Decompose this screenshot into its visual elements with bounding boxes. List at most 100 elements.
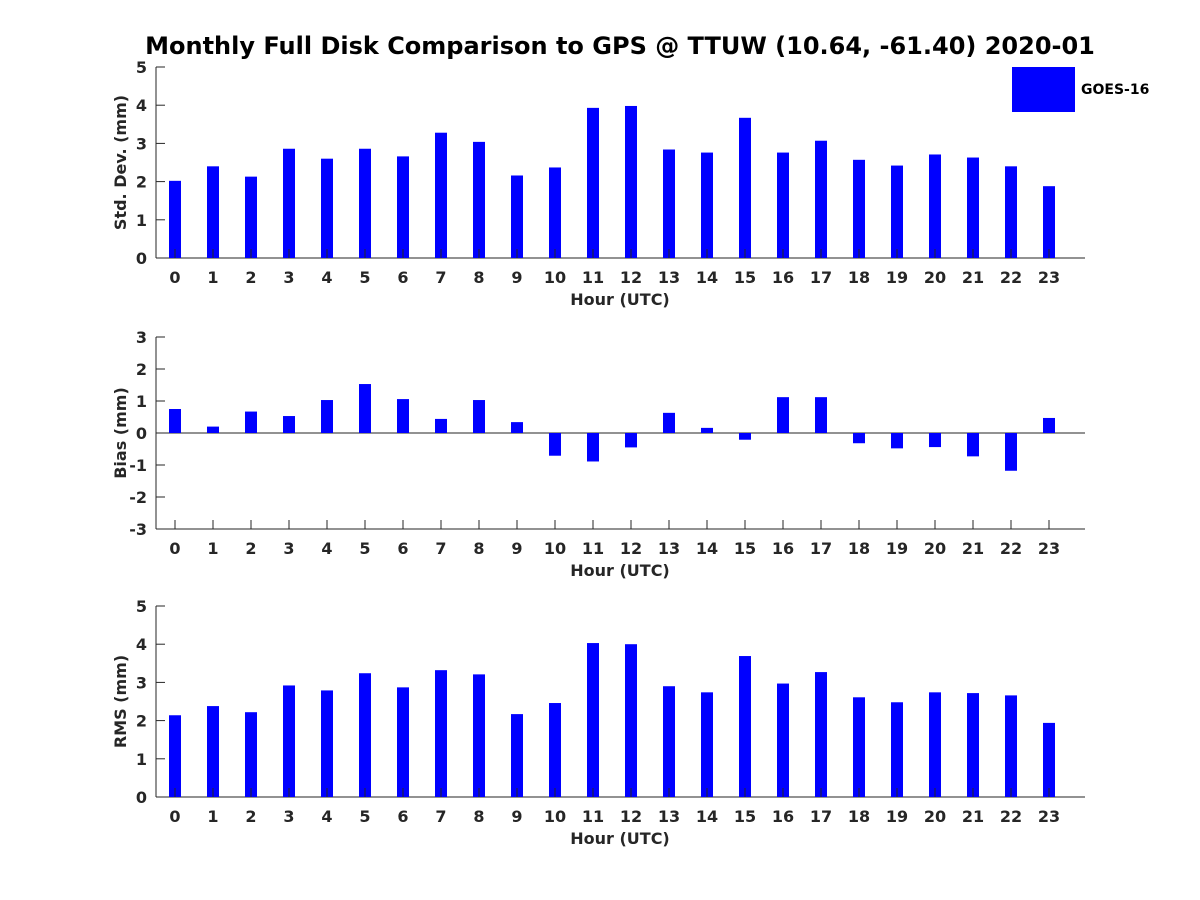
bar: [549, 433, 561, 456]
x-tick-label: 15: [734, 539, 756, 558]
x-tick-label: 3: [283, 539, 294, 558]
bar: [321, 690, 333, 797]
bar: [1043, 417, 1055, 433]
bar: [777, 152, 789, 258]
x-tick-label: 13: [658, 268, 680, 287]
x-tick-label: 20: [924, 539, 946, 558]
x-tick-label: 11: [582, 268, 604, 287]
x-tick-label: 12: [620, 539, 642, 558]
bar: [245, 712, 257, 797]
bar: [245, 176, 257, 258]
x-tick-label: 17: [810, 539, 832, 558]
x-tick-label: 23: [1038, 539, 1060, 558]
bar: [587, 433, 599, 462]
x-tick-label: 17: [810, 807, 832, 826]
x-tick-label: 16: [772, 268, 794, 287]
x-tick-label: 13: [658, 539, 680, 558]
bar: [587, 107, 599, 259]
bar: [321, 400, 333, 433]
x-tick-label: 21: [962, 268, 984, 287]
bar: [435, 418, 447, 433]
y-tick-label: 4: [136, 635, 147, 654]
bar: [1005, 695, 1017, 797]
y-tick-label: 1: [136, 392, 147, 411]
bar: [701, 427, 713, 433]
bar: [397, 687, 409, 797]
x-tick-label: 14: [696, 807, 718, 826]
bar: [967, 157, 979, 258]
bar: [663, 686, 675, 797]
bar: [359, 148, 371, 258]
x-tick-label: 12: [620, 807, 642, 826]
bar: [549, 167, 561, 258]
x-tick-label: 15: [734, 268, 756, 287]
x-tick-label: 22: [1000, 539, 1022, 558]
bar: [891, 702, 903, 797]
x-tick-label: 12: [620, 268, 642, 287]
bar: [1005, 166, 1017, 258]
x-tick-label: 0: [169, 539, 180, 558]
bar: [359, 673, 371, 797]
bar: [739, 117, 751, 258]
x-axis-label: Hour (UTC): [570, 290, 670, 309]
x-tick-label: 14: [696, 539, 718, 558]
x-tick-label: 5: [359, 268, 370, 287]
x-tick-label: 18: [848, 268, 870, 287]
bar: [473, 674, 485, 797]
x-tick-label: 3: [283, 268, 294, 287]
x-tick-label: 6: [397, 539, 408, 558]
legend-swatch: [1012, 67, 1075, 112]
bar: [929, 433, 941, 448]
bar: [625, 644, 637, 797]
x-tick-label: 7: [435, 268, 446, 287]
bar: [701, 152, 713, 258]
x-tick-label: 6: [397, 807, 408, 826]
x-tick-label: 11: [582, 807, 604, 826]
x-tick-label: 7: [435, 807, 446, 826]
x-tick-label: 1: [207, 268, 218, 287]
bar: [549, 703, 561, 797]
x-tick-label: 23: [1038, 807, 1060, 826]
bar: [853, 697, 865, 797]
bar: [1043, 722, 1055, 797]
bar: [853, 433, 865, 444]
bar: [1005, 433, 1017, 471]
bar: [701, 692, 713, 797]
bar: [283, 148, 295, 258]
bar: [891, 165, 903, 258]
x-tick-label: 7: [435, 539, 446, 558]
bar: [511, 175, 523, 258]
bar: [169, 409, 181, 433]
y-tick-label: -3: [129, 520, 147, 539]
x-tick-label: 19: [886, 539, 908, 558]
y-tick-label: 4: [136, 96, 147, 115]
bar: [207, 426, 219, 433]
x-tick-label: 9: [511, 268, 522, 287]
bar: [169, 180, 181, 258]
x-tick-label: 14: [696, 268, 718, 287]
x-tick-label: 8: [473, 539, 484, 558]
bar: [929, 692, 941, 797]
y-tick-label: 2: [136, 712, 147, 731]
x-tick-label: 1: [207, 539, 218, 558]
bar: [815, 397, 827, 433]
y-tick-label: 0: [136, 788, 147, 807]
legend: GOES-16: [1012, 67, 1149, 112]
x-tick-label: 2: [245, 539, 256, 558]
y-axis-label: RMS (mm): [111, 655, 130, 748]
bar: [435, 132, 447, 258]
y-axis-label: Std. Dev. (mm): [111, 95, 130, 230]
x-axis-label: Hour (UTC): [570, 561, 670, 580]
bar: [815, 672, 827, 797]
x-tick-label: 9: [511, 807, 522, 826]
x-tick-label: 0: [169, 807, 180, 826]
x-tick-label: 8: [473, 807, 484, 826]
bar: [397, 156, 409, 258]
x-tick-label: 16: [772, 807, 794, 826]
x-tick-label: 23: [1038, 268, 1060, 287]
bar: [511, 714, 523, 797]
x-tick-label: 17: [810, 268, 832, 287]
